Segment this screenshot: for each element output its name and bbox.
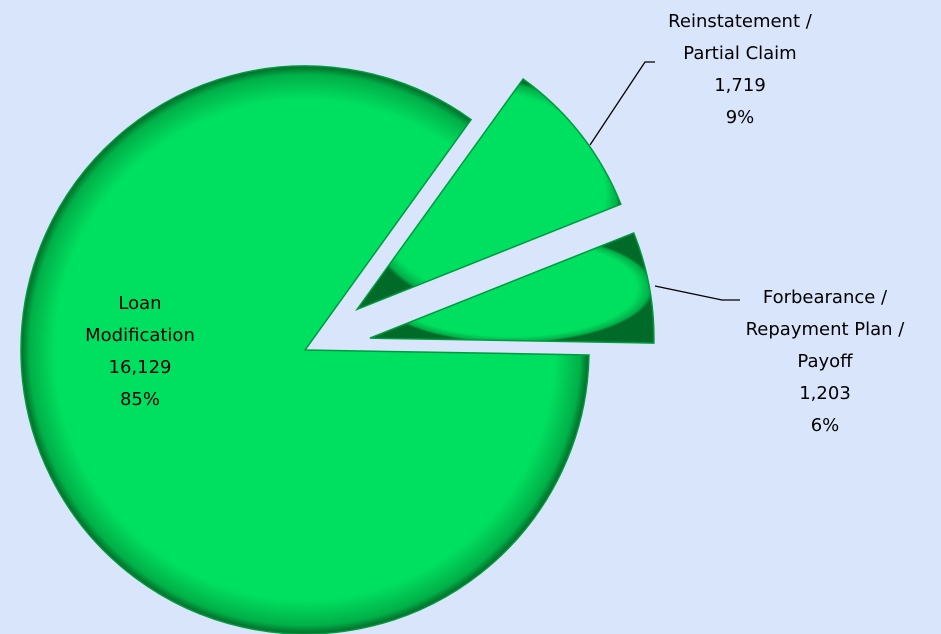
label-percent: 6% [810,415,840,436]
pie-slice [20,65,590,634]
pie-slice [369,231,655,344]
label-name: Forbearance / Repayment Plan / Payoff [745,287,905,372]
leader-line [654,285,740,301]
label-name: Loan Modification [85,293,195,346]
label-value: 1,719 [714,75,766,96]
label-value: 16,129 [108,357,172,378]
label-percent: 9% [725,107,755,128]
pie-slice [354,77,622,312]
slice-label: Reinstatement / Partial Claim 1,719 9% [620,6,860,134]
label-value: 1,203 [799,383,851,404]
slice-label: Forbearance / Repayment Plan / Payoff 1,… [725,282,925,442]
label-name: Reinstatement / Partial Claim [668,11,812,64]
label-percent: 85% [119,389,160,410]
slice-label: Loan Modification 16,129 85% [50,288,230,416]
leader-line [589,61,655,146]
